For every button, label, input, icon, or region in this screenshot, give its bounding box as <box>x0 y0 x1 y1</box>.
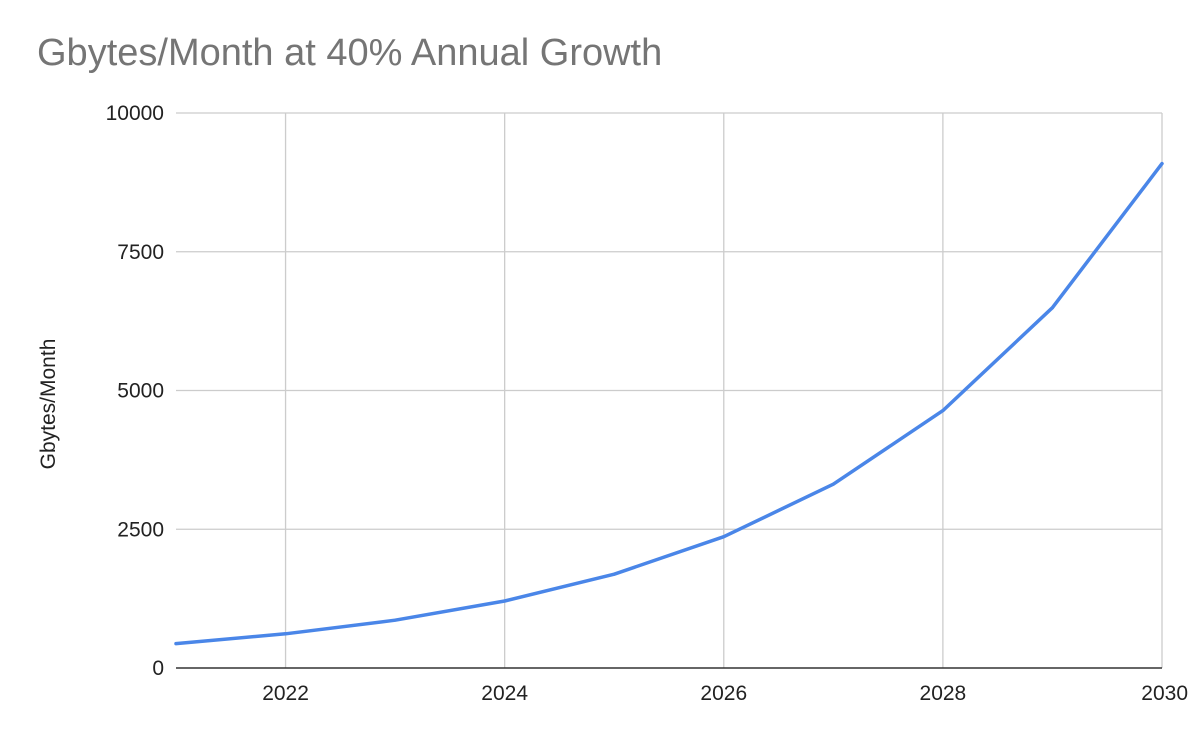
x-tick-label: 2028 <box>920 682 967 705</box>
x-tick-label: 2022 <box>262 682 309 705</box>
data-point <box>1050 306 1054 310</box>
y-tick-label: 5000 <box>117 380 164 403</box>
y-axis-ticks: 0 2500 5000 7500 10000 <box>106 102 164 680</box>
y-tick-label: 2500 <box>117 518 164 541</box>
y-tick-label: 0 <box>152 657 164 680</box>
gridlines <box>176 112 1163 668</box>
data-point <box>1160 162 1164 166</box>
data-point <box>722 535 726 539</box>
x-tick-label: 2026 <box>700 682 747 705</box>
x-axis-ticks: 2022 2024 2026 2028 2030 <box>262 682 1188 705</box>
data-point <box>503 599 507 603</box>
data-point <box>831 482 835 486</box>
data-point <box>612 572 616 576</box>
chart-title: Gbytes/Month at 40% Annual Growth <box>37 32 663 74</box>
data-point <box>393 618 397 622</box>
x-tick-label: 2024 <box>481 682 528 705</box>
y-tick-label: 10000 <box>106 102 164 125</box>
y-axis-title: Gbytes/Month <box>37 339 60 470</box>
series-line <box>174 161 1164 646</box>
x-tick-label: 2030 <box>1141 682 1188 705</box>
y-tick-label: 7500 <box>117 241 164 264</box>
series-layer <box>174 161 1164 646</box>
data-point <box>174 642 178 646</box>
data-point <box>941 409 945 413</box>
data-point <box>284 632 288 636</box>
